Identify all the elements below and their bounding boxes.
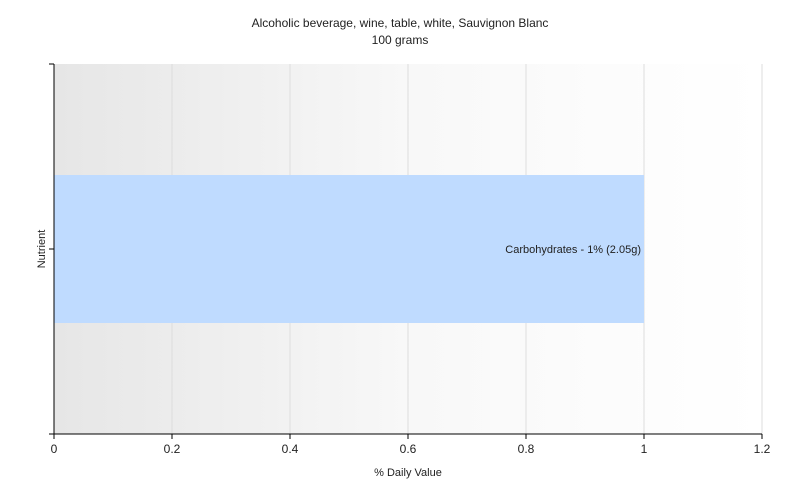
x-tick-label: 1.2 [754,442,771,456]
x-tick-label: 0 [51,442,58,456]
x-tick-label: 0.8 [518,442,535,456]
bar-carbohydrates [54,175,644,323]
x-tick-label: 0.4 [282,442,299,456]
axes: 0 0.2 0.4 0.6 0.8 1 1.2 [49,63,771,456]
x-tick-label: 1 [641,442,648,456]
chart-subtitle: 100 grams [371,33,429,47]
x-tick-label: 0.2 [164,442,181,456]
chart-title-block: Alcoholic beverage, wine, table, white, … [0,15,800,49]
x-axis-title: % Daily Value [374,467,442,479]
x-tick-label: 0.6 [400,442,417,456]
bars: Carbohydrates - 1% (2.05g) [54,175,644,323]
y-axis-title: Nutrient [36,230,48,269]
chart-title: Alcoholic beverage, wine, table, white, … [251,16,549,30]
bar-data-label: Carbohydrates - 1% (2.05g) [505,244,641,256]
